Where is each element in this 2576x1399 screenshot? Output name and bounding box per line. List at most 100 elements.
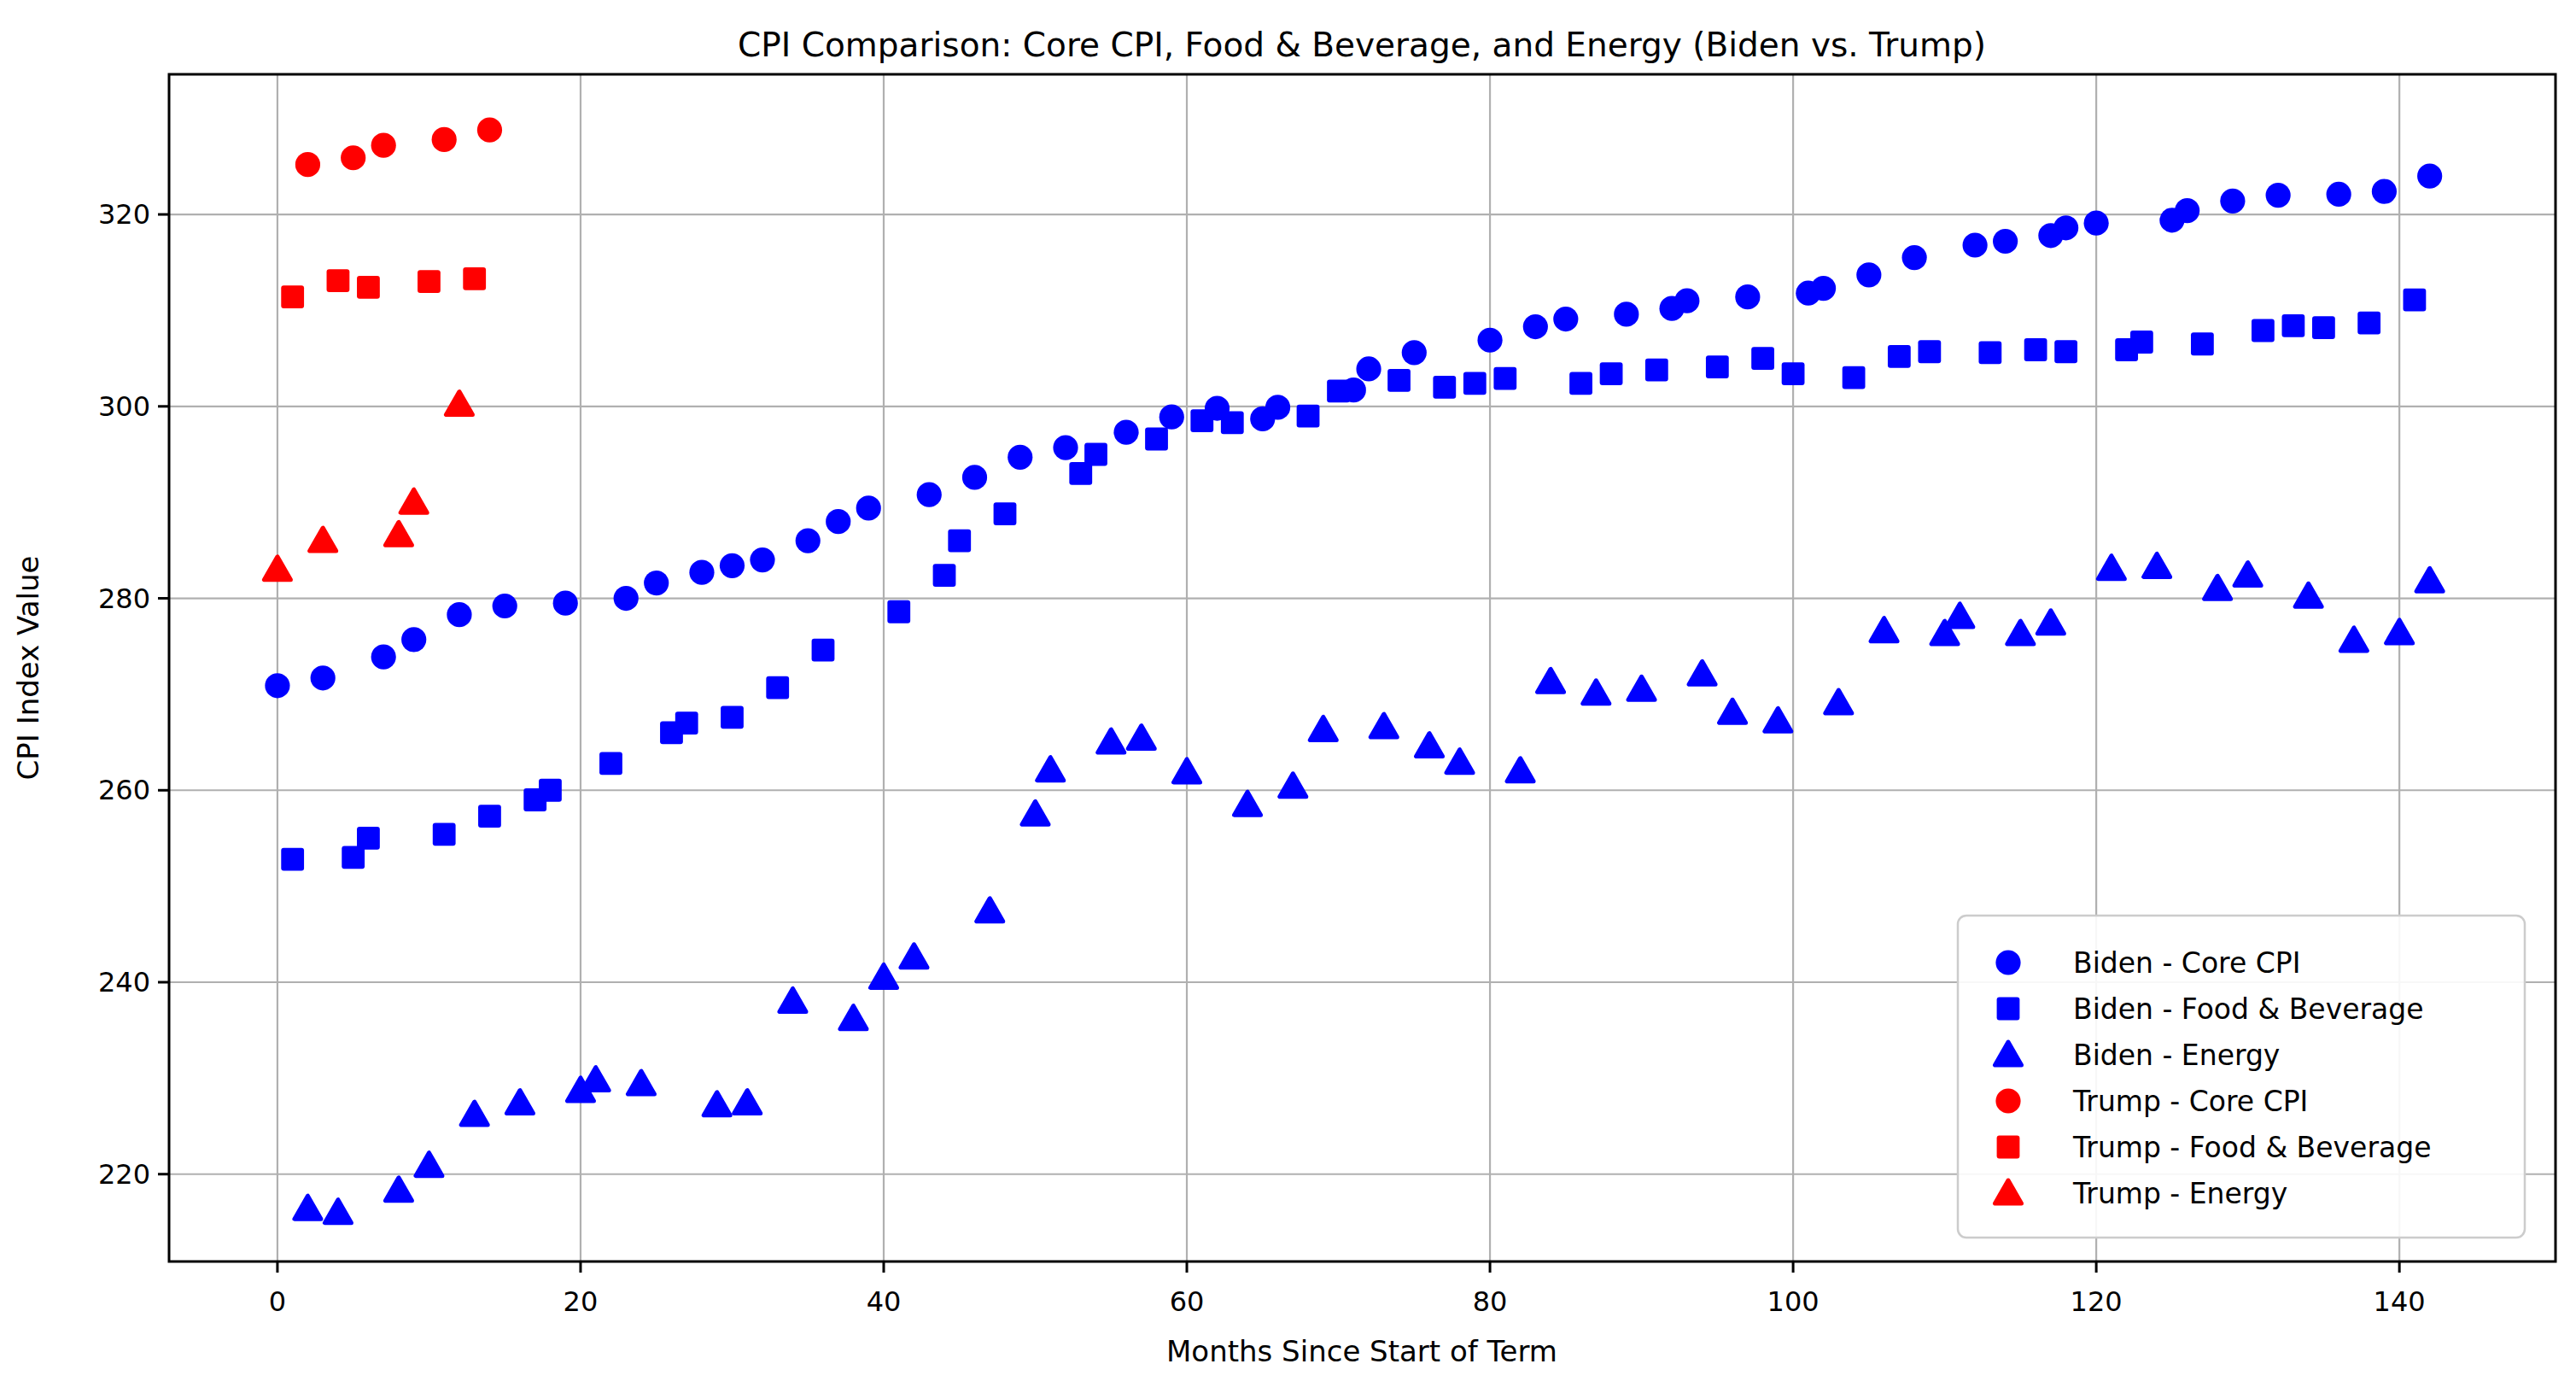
x-tick-label: 40	[867, 1285, 902, 1318]
data-point-square	[327, 269, 350, 292]
data-point-square	[933, 564, 956, 587]
legend-label: Trump - Energy	[2072, 1177, 2287, 1210]
data-point-circle	[1674, 289, 1699, 313]
data-point-circle	[1402, 340, 1427, 365]
data-point-circle	[493, 594, 517, 618]
data-point-square	[2191, 332, 2214, 355]
data-point-circle	[644, 571, 669, 595]
data-point-circle	[2053, 215, 2078, 240]
data-point-circle	[371, 644, 396, 669]
chart-title: CPI Comparison: Core CPI, Food & Beverag…	[738, 26, 1986, 64]
legend-label: Trump - Core CPI	[2072, 1085, 2308, 1118]
data-point-circle	[1008, 445, 1032, 470]
data-point-circle	[2220, 189, 2245, 214]
data-point-circle	[2327, 182, 2351, 207]
data-point-square	[2357, 312, 2380, 335]
data-point-circle	[2417, 164, 2442, 189]
data-point-square	[1190, 409, 1213, 432]
data-point-square	[1433, 376, 1456, 399]
data-point-circle	[1963, 232, 1988, 257]
data-point-square	[2252, 319, 2275, 342]
x-tick-label: 20	[564, 1285, 599, 1318]
data-point-circle	[1477, 328, 1502, 353]
x-tick-label: 0	[269, 1285, 286, 1318]
data-point-square	[1600, 362, 1623, 385]
legend-label: Biden - Core CPI	[2073, 946, 2300, 980]
data-point-circle	[295, 152, 320, 177]
data-point-square	[1997, 1136, 2020, 1159]
x-tick-label: 120	[2071, 1285, 2123, 1318]
data-point-circle	[401, 627, 426, 652]
data-point-square	[2281, 314, 2304, 337]
data-point-circle	[1856, 262, 1881, 287]
data-point-square	[1706, 355, 1729, 378]
data-point-circle	[689, 560, 714, 585]
data-point-square	[721, 705, 744, 729]
y-tick-label: 220	[98, 1158, 150, 1191]
data-point-circle	[826, 509, 850, 534]
data-point-square	[675, 711, 698, 735]
data-point-square	[1918, 340, 1941, 363]
data-point-square	[1145, 428, 1168, 451]
x-tick-label: 80	[1473, 1285, 1508, 1318]
data-point-square	[281, 285, 304, 308]
data-point-circle	[962, 465, 987, 489]
y-tick-label: 300	[98, 390, 150, 423]
data-point-circle	[1811, 276, 1836, 301]
legend-label: Biden - Food & Beverage	[2073, 992, 2424, 1026]
data-point-square	[2130, 331, 2153, 354]
data-point-square	[1327, 379, 1350, 402]
x-tick-label: 140	[2374, 1285, 2426, 1318]
data-point-circle	[553, 591, 578, 616]
figure: 020406080100120140220240260280300320 CPI…	[0, 0, 2576, 1399]
legend-label: Trump - Food & Beverage	[2072, 1131, 2431, 1164]
data-point-square	[1387, 369, 1411, 392]
y-tick-label: 320	[98, 198, 150, 231]
data-point-square	[1645, 359, 1668, 382]
data-point-circle	[1995, 950, 2020, 975]
data-point-circle	[447, 602, 471, 627]
data-point-circle	[477, 118, 502, 143]
data-point-square	[812, 639, 835, 662]
data-point-circle	[2266, 183, 2291, 208]
y-axis-label: CPI Index Value	[11, 556, 45, 781]
data-point-circle	[1159, 405, 1184, 430]
data-point-square	[357, 827, 380, 850]
data-point-circle	[1735, 284, 1760, 309]
data-point-circle	[1902, 245, 1927, 270]
y-tick-label: 260	[98, 774, 150, 806]
data-point-circle	[1553, 307, 1578, 331]
data-point-square	[1751, 347, 1774, 370]
data-point-square	[1084, 443, 1107, 466]
data-point-circle	[720, 553, 745, 578]
y-tick-label: 240	[98, 966, 150, 998]
data-point-circle	[614, 586, 639, 611]
data-point-square	[887, 600, 910, 623]
data-point-circle	[1523, 314, 1548, 339]
data-point-circle	[2084, 211, 2109, 236]
data-point-circle	[432, 127, 457, 152]
data-point-circle	[2175, 198, 2199, 223]
data-point-circle	[1356, 356, 1381, 381]
data-point-circle	[856, 495, 881, 520]
data-point-square	[1888, 345, 1911, 368]
legend: Biden - Core CPIBiden - Food & BeverageB…	[1958, 916, 2525, 1238]
data-point-circle	[1053, 436, 1078, 460]
data-point-square	[599, 752, 622, 775]
x-axis-label: Months Since Start of Term	[1166, 1334, 1557, 1368]
data-point-square	[1843, 366, 1866, 389]
data-point-square	[1221, 411, 1244, 434]
data-point-square	[2024, 338, 2047, 361]
data-point-square	[2054, 340, 2077, 363]
data-point-square	[433, 823, 456, 846]
data-point-square	[766, 676, 789, 700]
data-point-square	[1569, 372, 1592, 395]
data-point-circle	[1995, 1088, 2020, 1113]
x-tick-label: 60	[1170, 1285, 1205, 1318]
data-point-square	[539, 779, 562, 802]
data-point-square	[281, 848, 304, 871]
data-point-square	[463, 267, 486, 290]
data-point-circle	[311, 665, 336, 690]
data-point-circle	[371, 133, 396, 158]
data-point-square	[2404, 289, 2427, 312]
